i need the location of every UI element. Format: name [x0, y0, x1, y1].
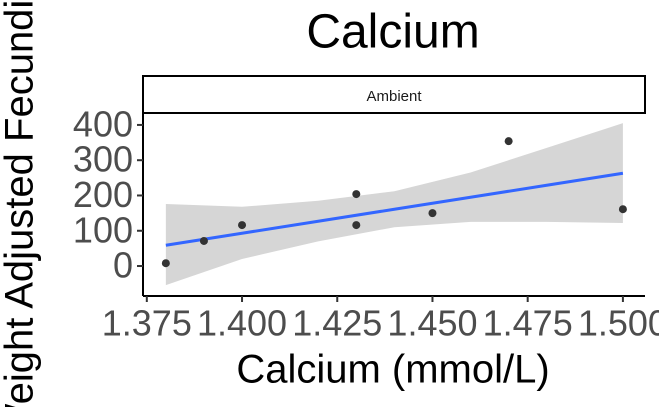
confidence-band: [165, 123, 623, 286]
x-axis-title: Calcium (mmol/L): [236, 348, 549, 392]
y-tick-label: 300: [73, 139, 133, 180]
x-tick-label: 1.500: [578, 303, 659, 344]
point: [199, 236, 208, 245]
y-tick-label: 200: [73, 174, 133, 215]
chart-title: Calcium: [306, 6, 479, 59]
facet-strip: [142, 75, 646, 114]
point: [161, 259, 170, 268]
y-tick-label: 100: [73, 209, 133, 250]
facet-label: Ambient: [366, 88, 422, 105]
point: [428, 209, 437, 218]
x-tick-label: 1.375: [102, 303, 192, 344]
point: [352, 221, 361, 230]
x-tick-label: 1.475: [483, 303, 573, 344]
point: [618, 205, 627, 214]
point: [352, 190, 361, 199]
y-tick-label: 400: [73, 103, 133, 144]
x-tick-label: 1.425: [292, 303, 382, 344]
x-tick-label: 1.400: [197, 303, 287, 344]
y-tick-label: 0: [113, 245, 133, 286]
y-axis-title: Weight Adjusted Fecundity: [0, 0, 42, 407]
point: [504, 137, 513, 146]
fit-line: [165, 171, 624, 247]
point: [238, 221, 247, 230]
x-tick-label: 1.450: [387, 303, 477, 344]
